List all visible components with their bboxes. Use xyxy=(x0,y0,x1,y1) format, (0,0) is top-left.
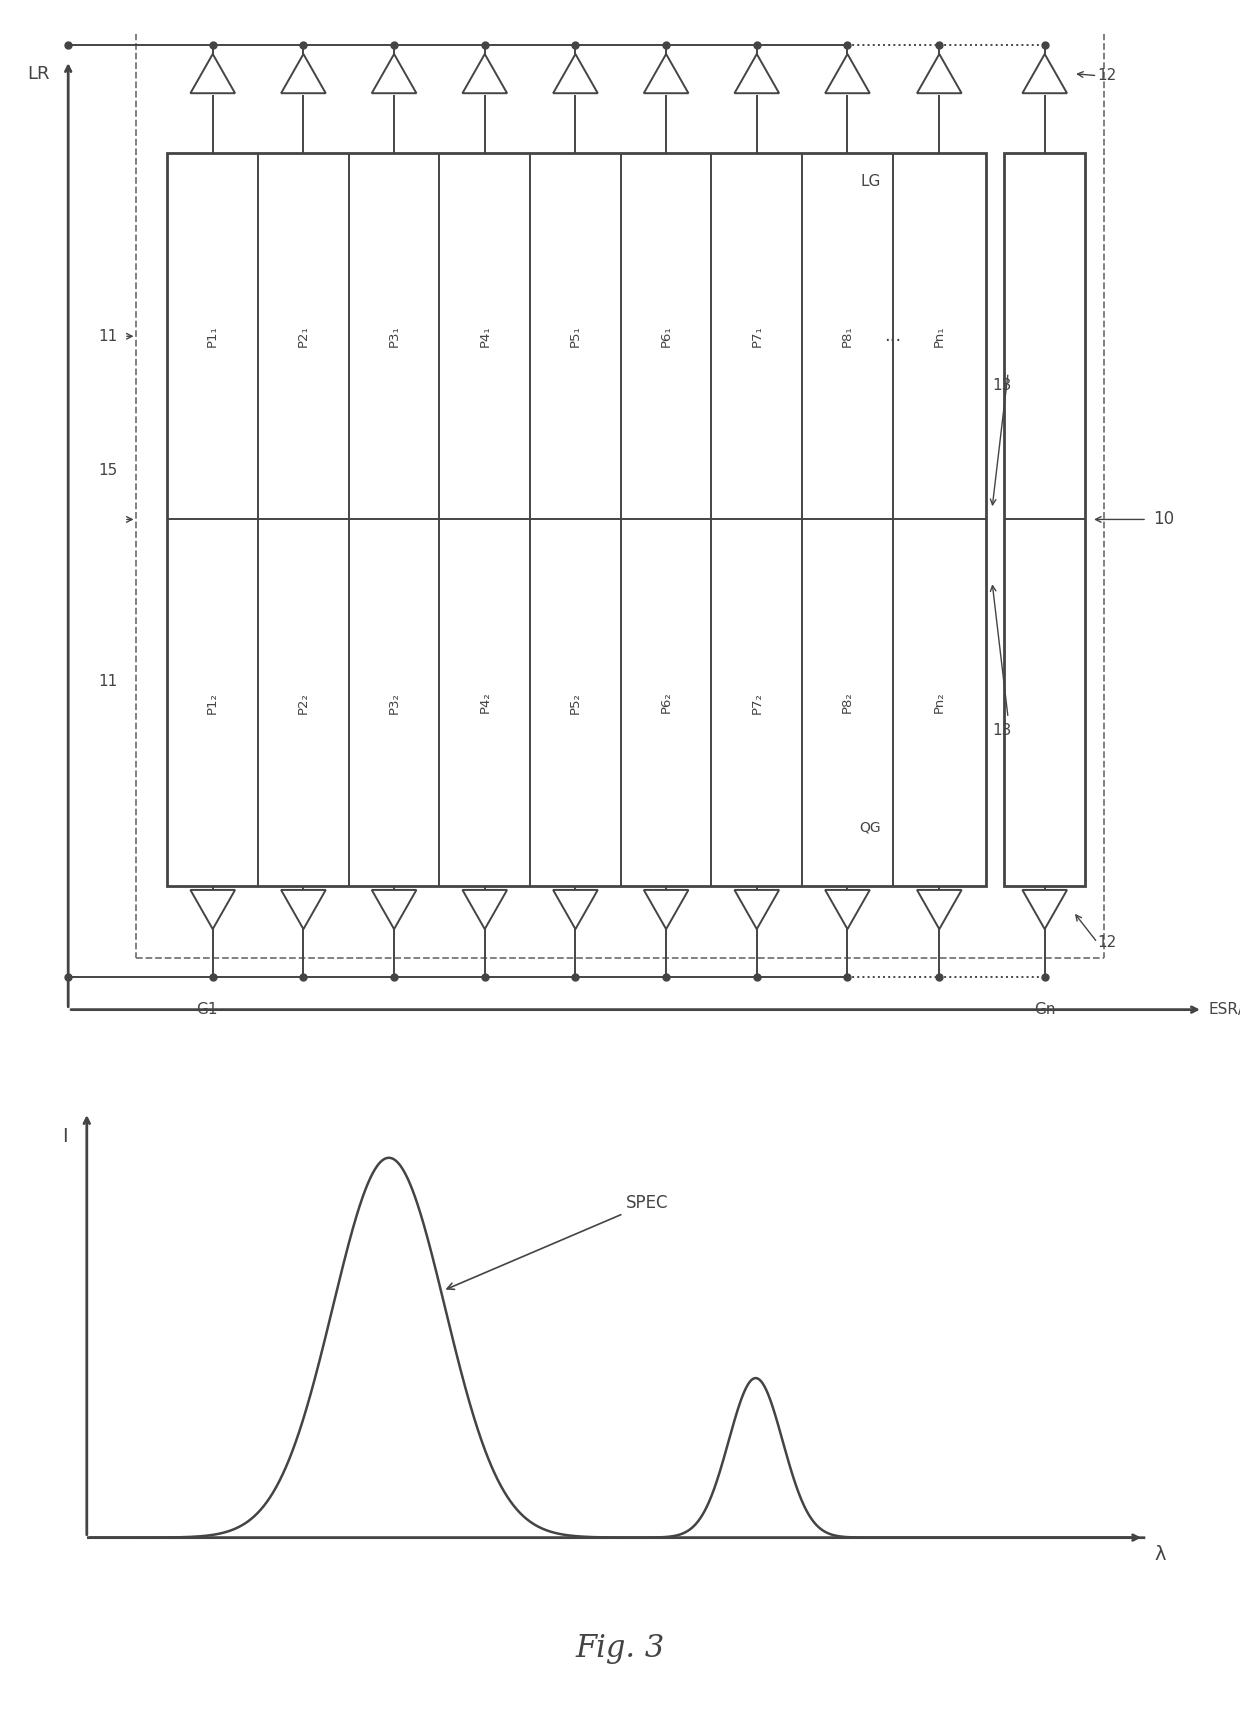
Polygon shape xyxy=(463,53,507,93)
Polygon shape xyxy=(918,53,962,93)
Polygon shape xyxy=(191,53,236,93)
Text: P6₂: P6₂ xyxy=(660,691,672,714)
Text: P7₁: P7₁ xyxy=(750,325,764,347)
Bar xyxy=(167,153,986,886)
Text: P6₁: P6₁ xyxy=(660,325,672,347)
Text: P4₂: P4₂ xyxy=(479,691,491,714)
Text: 13: 13 xyxy=(992,378,1012,392)
Text: 12: 12 xyxy=(1097,69,1117,83)
Polygon shape xyxy=(281,889,326,929)
Text: ...: ... xyxy=(884,327,901,346)
Polygon shape xyxy=(463,889,507,929)
Polygon shape xyxy=(734,53,779,93)
Bar xyxy=(1004,153,1085,886)
Text: Pn₂: Pn₂ xyxy=(932,691,946,714)
Text: I: I xyxy=(62,1127,68,1147)
Text: Gn: Gn xyxy=(1034,1003,1055,1018)
Polygon shape xyxy=(825,889,869,929)
Text: G1: G1 xyxy=(196,1003,217,1018)
Text: LR: LR xyxy=(27,65,50,83)
Polygon shape xyxy=(644,889,688,929)
Polygon shape xyxy=(372,53,417,93)
Polygon shape xyxy=(734,889,779,929)
Text: P1₁: P1₁ xyxy=(206,325,219,347)
Text: P2₂: P2₂ xyxy=(296,691,310,714)
Text: P4₁: P4₁ xyxy=(479,325,491,347)
Polygon shape xyxy=(825,53,869,93)
Text: P3₂: P3₂ xyxy=(388,691,401,714)
Text: Pn₁: Pn₁ xyxy=(932,325,946,347)
Polygon shape xyxy=(644,53,688,93)
Text: 11: 11 xyxy=(98,674,118,690)
Text: P5₁: P5₁ xyxy=(569,325,582,347)
Text: P7₂: P7₂ xyxy=(750,691,764,714)
Text: 12: 12 xyxy=(1097,936,1117,949)
Text: LG: LG xyxy=(861,174,880,189)
Text: P8₂: P8₂ xyxy=(841,691,854,714)
Polygon shape xyxy=(372,889,417,929)
Polygon shape xyxy=(553,53,598,93)
Polygon shape xyxy=(918,889,962,929)
Text: P5₂: P5₂ xyxy=(569,691,582,714)
Text: P3₁: P3₁ xyxy=(388,325,401,347)
Text: P8₁: P8₁ xyxy=(841,325,854,347)
Polygon shape xyxy=(1022,53,1066,93)
Text: 10: 10 xyxy=(1153,511,1174,528)
Text: 13: 13 xyxy=(992,722,1012,738)
Text: SPEC: SPEC xyxy=(448,1194,668,1290)
Polygon shape xyxy=(281,53,326,93)
Polygon shape xyxy=(553,889,598,929)
Text: ESR/QR: ESR/QR xyxy=(1209,1003,1240,1017)
Polygon shape xyxy=(191,889,236,929)
Polygon shape xyxy=(1022,889,1066,929)
Text: 11: 11 xyxy=(98,329,118,344)
Text: P2₁: P2₁ xyxy=(296,325,310,347)
Text: Fig. 3: Fig. 3 xyxy=(575,1632,665,1665)
Text: λ: λ xyxy=(1154,1545,1166,1563)
Text: QG: QG xyxy=(859,820,880,834)
Text: P1₂: P1₂ xyxy=(206,691,219,714)
Text: 15: 15 xyxy=(98,463,118,478)
